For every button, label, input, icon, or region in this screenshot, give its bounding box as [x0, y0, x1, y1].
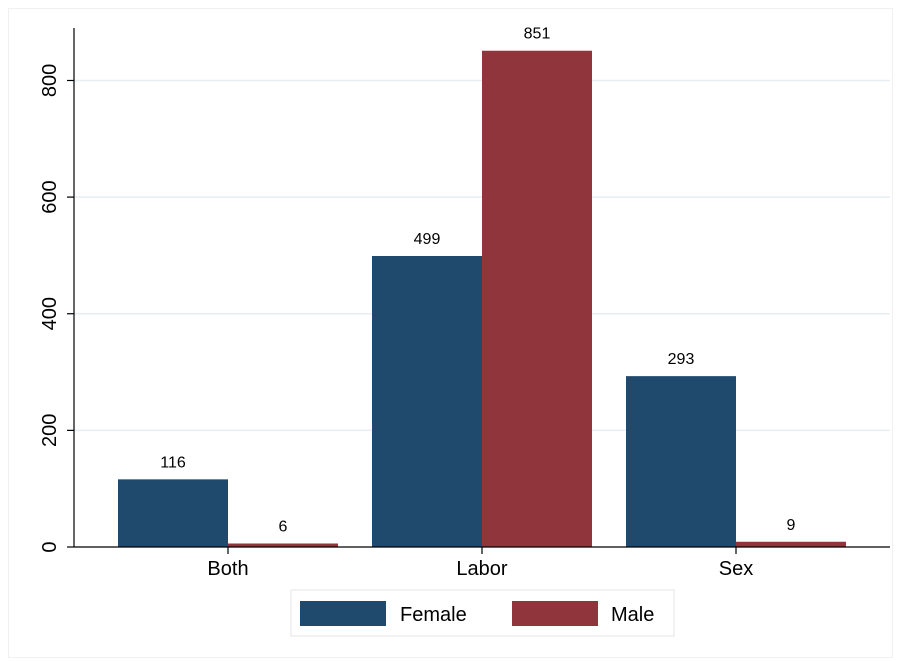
data-label-female-labor: 499	[414, 231, 441, 248]
legend-swatch-female	[300, 601, 386, 626]
data-label-male-both: 6	[279, 519, 288, 536]
bar-male-both	[228, 543, 338, 547]
bar-male-labor	[482, 50, 592, 547]
axes: 0 200 400 600 800 Both Labor Sex	[39, 28, 890, 580]
legend-label-male: Male	[611, 604, 654, 626]
x-tick-label-both: Both	[207, 558, 248, 580]
y-tick-label-200: 200	[39, 414, 61, 447]
y-tick-label-0: 0	[39, 541, 61, 552]
legend: Female Male	[290, 589, 675, 637]
bar-female-sex	[626, 376, 736, 547]
data-label-male-sex: 9	[787, 517, 796, 534]
data-label-female-both: 116	[160, 454, 186, 471]
bar-female-both	[118, 479, 228, 547]
legend-label-female: Female	[400, 604, 467, 626]
legend-swatch-male	[512, 601, 598, 626]
y-tick-label-800: 800	[39, 64, 61, 97]
bars	[118, 50, 846, 547]
data-label-male-labor: 851	[524, 26, 551, 43]
data-labels: 116 6 499 851 293 9	[160, 26, 795, 536]
y-tick-label-600: 600	[39, 180, 61, 213]
x-tick-label-sex: Sex	[719, 558, 753, 580]
y-tick-label-400: 400	[39, 297, 61, 330]
bar-male-sex	[736, 541, 846, 547]
bar-female-labor	[372, 256, 482, 547]
data-label-female-sex: 293	[668, 351, 695, 368]
chart-frame	[8, 8, 893, 658]
x-tick-label-labor: Labor	[456, 558, 507, 580]
